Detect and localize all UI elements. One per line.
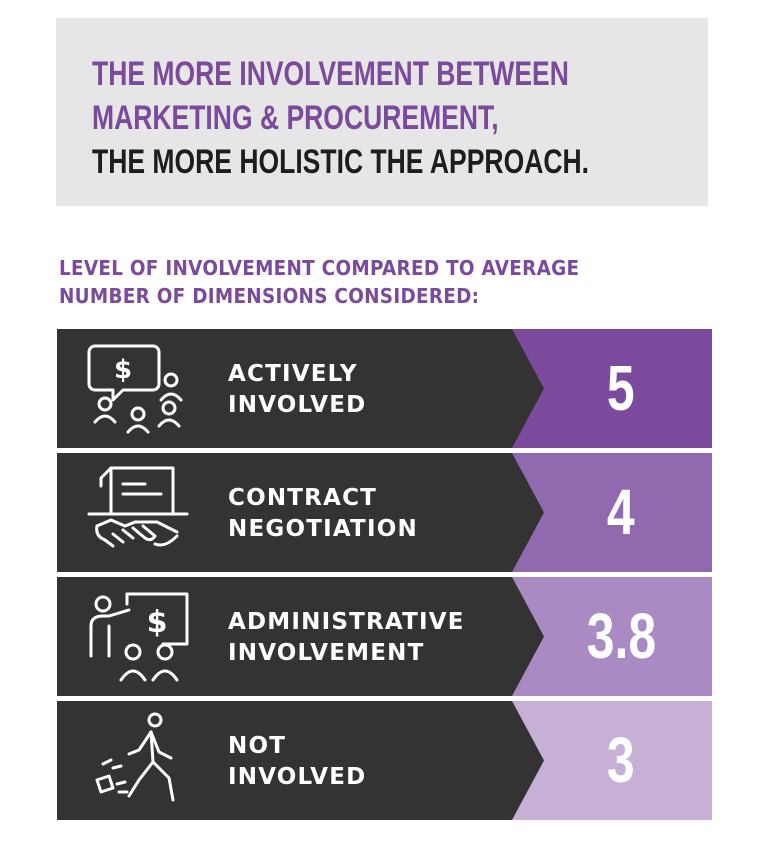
row-label-line-1: CONTRACT	[228, 485, 378, 511]
dimension-value: 5	[607, 352, 635, 424]
dimension-value: 3.8	[586, 600, 656, 672]
involvement-row-contract-negotiation: CONTRACT NEGOTIATION 4	[57, 453, 712, 572]
presentation-audience-icon: $	[89, 592, 189, 682]
subheading: LEVEL OF INVOLVEMENT COMPARED TO AVERAGE…	[59, 254, 666, 310]
involvement-row-administrative-involvement: $ ADMINISTRATIVE INVOLVEMENT 3.8	[57, 577, 712, 696]
row-label: CONTRACT NEGOTIATION	[228, 483, 418, 545]
row-label-line-2: INVOLVED	[228, 392, 367, 418]
row-label-line-1: ADMINISTRATIVE	[228, 609, 465, 635]
subheading-line-2: NUMBER OF DIMENSIONS CONSIDERED:	[59, 284, 480, 308]
dimension-value: 3	[607, 724, 635, 796]
value-panel: 5	[512, 329, 712, 448]
headline-box: THE MORE INVOLVEMENT BETWEEN MARKETING &…	[56, 18, 708, 206]
row-label-line-2: NEGOTIATION	[228, 516, 418, 542]
row-label-line-1: NOT	[228, 733, 287, 759]
value-panel: 3.8	[512, 577, 712, 696]
value-panel: 4	[512, 453, 712, 572]
svg-text:$: $	[114, 355, 132, 385]
dimension-value: 4	[607, 476, 635, 548]
involvement-row-not-involved: NOT INVOLVED 3	[57, 701, 712, 820]
row-label: ACTIVELY INVOLVED	[228, 359, 366, 421]
row-label: ADMINISTRATIVE INVOLVEMENT	[228, 607, 465, 669]
svg-text:$: $	[147, 605, 168, 640]
row-label-line-2: INVOLVED	[228, 764, 367, 790]
headline-line-1: THE MORE INVOLVEMENT BETWEEN	[92, 55, 569, 93]
headline-line-2: MARKETING & PROCUREMENT,	[92, 99, 499, 137]
involvement-row-actively-involved: $ ACTIVELY INVOLVED 5	[57, 329, 712, 448]
handshake-contract-icon	[87, 466, 189, 548]
row-label-line-1: ACTIVELY	[228, 361, 358, 387]
row-label-line-2: INVOLVEMENT	[228, 640, 425, 666]
row-label: NOT INVOLVED	[228, 731, 366, 793]
value-panel: 3	[512, 701, 712, 820]
headline-line-3: THE MORE HOLISTIC THE APPROACH.	[92, 143, 590, 181]
subheading-line-1: LEVEL OF INVOLVEMENT COMPARED TO AVERAGE	[59, 256, 580, 280]
money-chat-group-icon: $	[87, 344, 183, 434]
headline: THE MORE INVOLVEMENT BETWEEN MARKETING &…	[92, 52, 590, 184]
walking-away-icon	[95, 712, 175, 802]
